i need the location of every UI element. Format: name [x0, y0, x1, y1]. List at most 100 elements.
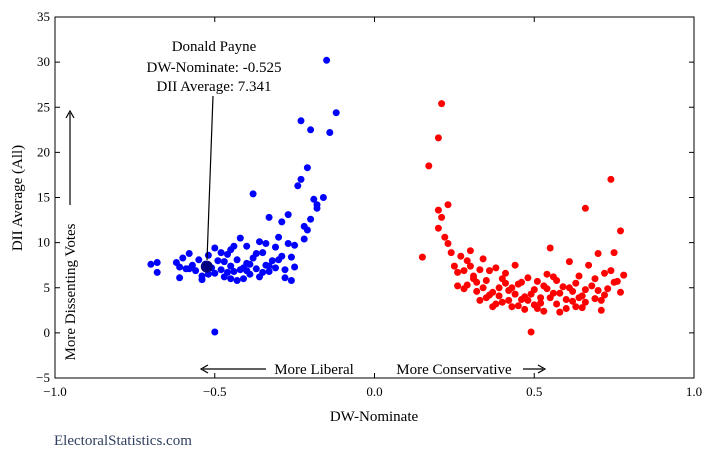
data-point-red	[479, 284, 487, 292]
data-point-blue	[326, 129, 334, 136]
data-point-red	[581, 204, 589, 212]
data-point-red	[543, 270, 551, 278]
data-point-blue	[323, 56, 331, 64]
data-point-red	[434, 224, 442, 232]
data-point-red	[597, 296, 605, 304]
data-point-red	[562, 305, 570, 312]
data-point-blue	[275, 233, 283, 241]
data-point-red	[476, 266, 484, 274]
data-point-blue	[313, 201, 321, 209]
data-point-red	[425, 162, 433, 170]
data-point-blue	[307, 126, 315, 134]
data-point-blue	[272, 243, 279, 251]
data-point-blue	[153, 268, 161, 276]
data-point-red	[482, 277, 490, 284]
data-point-red	[460, 285, 468, 293]
y-tick-label: −5	[36, 370, 50, 385]
data-point-blue	[233, 256, 241, 264]
data-point-red	[540, 307, 548, 315]
annotation-name: Donald Payne	[172, 39, 257, 55]
x-tick-label: −1.0	[43, 384, 67, 399]
dissent-arrow-head	[65, 109, 75, 119]
data-point-red	[463, 257, 471, 265]
data-point-red	[438, 213, 446, 221]
data-point-red	[418, 253, 426, 261]
data-point-red	[617, 227, 624, 235]
data-point-red	[514, 302, 522, 310]
data-point-blue	[153, 259, 161, 266]
data-point-blue	[220, 258, 228, 266]
data-point-blue	[297, 117, 305, 125]
x-axis-label: DW-Nominate	[330, 409, 419, 425]
data-point-red	[585, 261, 593, 269]
y-tick-label: 25	[37, 99, 50, 114]
data-point-red	[457, 252, 465, 260]
data-point-red	[454, 268, 462, 276]
data-point-red	[546, 244, 554, 252]
data-point-red	[505, 296, 513, 304]
data-point-blue	[259, 268, 267, 276]
data-point-blue	[185, 250, 193, 257]
data-point-blue	[281, 274, 289, 282]
data-point-blue	[179, 254, 187, 262]
y-axis-label: DII Average (All)	[10, 145, 26, 251]
data-point-blue	[252, 265, 260, 273]
data-point-red	[473, 278, 481, 286]
data-point-blue	[211, 269, 219, 277]
data-point-red	[601, 269, 608, 277]
data-point-blue	[281, 266, 289, 274]
y-tick-label: 20	[37, 144, 50, 159]
y-tick-label: 35	[37, 9, 50, 24]
data-point-red	[466, 262, 474, 270]
watermark: ElectoralStatistics.com	[54, 433, 192, 449]
data-point-red	[486, 267, 493, 275]
data-point-blue	[272, 264, 279, 272]
data-point-blue	[217, 266, 225, 274]
data-point-blue	[147, 260, 155, 268]
annotation-dw-nominate: DW-Nominate: -0.525	[147, 60, 282, 76]
conservative-label: More Conservative	[396, 362, 512, 378]
x-tick-label: −0.5	[203, 384, 227, 399]
data-point-blue	[265, 268, 273, 275]
data-point-blue	[198, 276, 206, 284]
data-point-blue	[275, 256, 283, 264]
data-point-red	[460, 267, 468, 275]
data-point-red	[492, 300, 500, 308]
data-point-red	[476, 296, 484, 304]
data-point-blue	[192, 267, 200, 275]
data-point-blue	[227, 275, 235, 283]
data-point-blue	[195, 256, 203, 264]
data-point-blue	[294, 182, 302, 190]
conservative-arrow-head	[537, 364, 547, 374]
data-point-red	[610, 249, 618, 257]
annotation-pointer	[206, 95, 214, 261]
dissent-label: More Dissenting Votes	[63, 223, 79, 360]
data-point-red	[575, 272, 583, 280]
data-point-red	[562, 296, 570, 303]
data-point-red	[569, 297, 577, 305]
data-point-blue	[268, 257, 276, 265]
data-point-red	[594, 250, 602, 257]
scatter-marks	[147, 56, 628, 336]
data-point-blue	[300, 235, 308, 243]
data-point-red	[572, 303, 580, 311]
data-point-blue	[204, 251, 212, 259]
data-point-red	[444, 201, 452, 209]
data-point-red	[546, 294, 554, 302]
data-point-blue	[287, 277, 295, 284]
data-point-red	[556, 308, 564, 316]
y-tick-label: 15	[37, 190, 50, 205]
data-point-red	[482, 294, 490, 302]
data-point-red	[578, 304, 586, 312]
data-point-red	[518, 278, 525, 286]
data-point-blue	[332, 109, 340, 117]
data-point-red	[447, 249, 455, 257]
liberal-label: More Liberal	[274, 362, 354, 378]
data-point-blue	[217, 249, 225, 257]
data-point-blue	[246, 260, 254, 268]
data-point-blue	[297, 175, 305, 183]
data-point-red	[565, 258, 573, 266]
data-point-red	[466, 247, 474, 255]
y-tick-label: 10	[37, 235, 50, 250]
data-point-red	[498, 275, 506, 283]
